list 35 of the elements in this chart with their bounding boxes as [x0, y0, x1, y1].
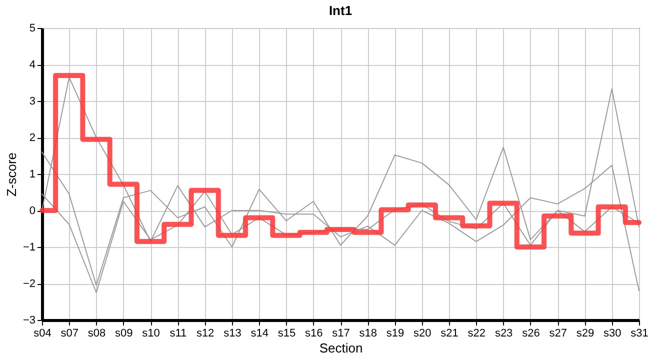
y-tick-label: −3 [22, 314, 36, 326]
y-tick-label: 4 [29, 59, 36, 71]
y-tick-label: −1 [22, 242, 36, 254]
x-tick-label: s14 [250, 328, 268, 340]
x-tick-label: s18 [359, 328, 378, 340]
x-tick-label: s30 [603, 328, 622, 340]
x-tick-label: s12 [196, 328, 214, 340]
y-tick-label: 2 [29, 132, 36, 144]
x-tick-label: s29 [576, 328, 594, 340]
y-tick-label: 0 [29, 205, 36, 217]
x-tick-label: s20 [414, 328, 432, 340]
x-tick-label: s13 [224, 328, 242, 340]
x-tick-label: s10 [142, 328, 160, 340]
chart-title: Int1 [328, 3, 352, 18]
x-tick-label: s19 [386, 328, 404, 340]
x-tick-label: s23 [494, 328, 513, 340]
y-tick-label: −2 [22, 278, 36, 290]
x-axis-title: Section [319, 340, 363, 356]
x-tick-label: s31 [630, 328, 648, 340]
y-axis-title: Z-score [4, 152, 19, 197]
y-tick-label: 5 [29, 22, 36, 34]
x-tick-label: s16 [304, 328, 323, 340]
x-tick-label: s15 [278, 328, 296, 340]
y-tick-label: 3 [29, 96, 36, 108]
x-tick-label: s07 [60, 328, 79, 340]
x-tick-label: s08 [88, 328, 106, 340]
x-tick-label: s27 [549, 328, 567, 340]
x-tick-label: s09 [115, 328, 133, 340]
x-tick-label: s26 [522, 328, 540, 340]
x-tick-label: s04 [34, 328, 52, 340]
x-tick-label: s11 [170, 328, 187, 340]
y-tick-label: 1 [29, 168, 36, 180]
x-tick-label: s21 [440, 328, 458, 340]
x-tick-label: s17 [332, 328, 350, 340]
x-tick-label: s22 [468, 328, 486, 340]
